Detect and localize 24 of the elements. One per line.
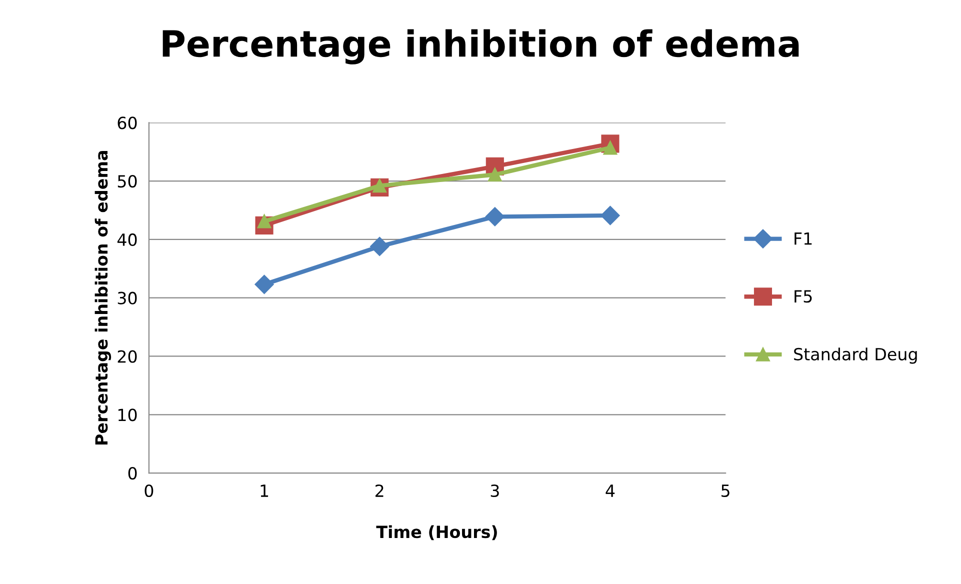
point	[600, 206, 620, 226]
chart-title: Percentage inhibition of edema	[162, 29, 799, 64]
point	[254, 274, 274, 294]
y-tick-label: 50	[118, 175, 137, 188]
y-tick-label: 10	[118, 408, 137, 422]
x-tick-label: 1	[260, 484, 268, 497]
y-tick-label: 60	[118, 116, 137, 130]
point	[485, 207, 504, 226]
y-tick-label: 0	[128, 467, 137, 480]
point	[488, 168, 502, 182]
x-tick-label: 2	[376, 484, 384, 497]
legend-label: Standard Deug	[794, 348, 917, 364]
x-tick-label: 4	[606, 484, 615, 497]
x-tick-label: 5	[722, 484, 730, 498]
legend-label: F1	[794, 232, 812, 245]
x-tick-label: 0	[144, 484, 154, 498]
point	[370, 236, 390, 256]
y-tick-label: 20	[118, 350, 137, 363]
legend-label: F5	[794, 290, 812, 303]
x-tick-label: 3	[490, 484, 499, 498]
x-axis-title: Time (Hours)	[376, 525, 497, 540]
y-axis-title: Percentage inhibition of edema	[94, 151, 112, 444]
y-tick-label: 40	[117, 233, 137, 246]
y-tick-label: 30	[118, 292, 137, 304]
